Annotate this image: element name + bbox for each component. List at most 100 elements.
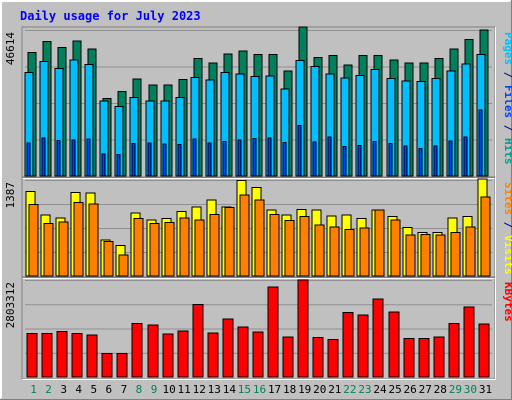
bar-pages-day-16 xyxy=(252,138,257,177)
x-tick-label: 24 xyxy=(373,383,387,396)
bar-sites-day-23 xyxy=(359,227,370,277)
bar-pages-day-11 xyxy=(177,144,182,177)
bar-kbytes-day-26 xyxy=(403,338,415,378)
bar-sites-day-20 xyxy=(314,224,325,277)
bar-sites-day-31 xyxy=(480,196,491,277)
bar-sites-day-12 xyxy=(194,219,205,277)
bar-pages-day-13 xyxy=(207,142,212,177)
bar-sites-day-6 xyxy=(103,240,114,277)
bar-sites-day-2 xyxy=(43,222,54,277)
bar-kbytes-day-10 xyxy=(162,333,174,378)
bar-pages-day-17 xyxy=(267,137,272,177)
x-tick-label: 25 xyxy=(388,383,401,396)
bar-pages-day-3 xyxy=(56,140,61,177)
legend-entry: / xyxy=(502,65,512,85)
bar-sites-day-26 xyxy=(405,234,416,277)
bar-sites-day-9 xyxy=(149,222,160,277)
bar-sites-day-8 xyxy=(133,218,144,277)
x-tick-label: 17 xyxy=(268,383,281,396)
legend-mid: Sites / Visits xyxy=(502,182,512,275)
bar-sites-day-25 xyxy=(390,219,401,277)
bar-kbytes-day-5 xyxy=(86,334,98,378)
bar-sites-day-7 xyxy=(118,254,129,277)
bar-pages-day-20 xyxy=(312,141,317,177)
x-tick-label: 8 xyxy=(136,383,143,396)
bar-sites-day-30 xyxy=(465,226,476,277)
bar-sites-day-22 xyxy=(344,229,355,277)
x-tick-label: 27 xyxy=(419,383,432,396)
x-tick-label: 2 xyxy=(45,383,52,396)
bar-kbytes-day-1 xyxy=(26,333,38,378)
bar-kbytes-day-31 xyxy=(478,323,490,378)
bar-pages-day-31 xyxy=(478,109,483,177)
x-tick-label: 18 xyxy=(283,383,296,396)
bar-pages-day-22 xyxy=(342,146,347,177)
bar-kbytes-day-29 xyxy=(448,323,460,378)
bar-pages-day-23 xyxy=(357,145,362,177)
bar-pages-day-12 xyxy=(192,138,197,177)
x-tick-label: 5 xyxy=(90,383,97,396)
bar-kbytes-day-17 xyxy=(267,286,279,378)
bar-pages-day-19 xyxy=(297,125,302,177)
bar-pages-day-18 xyxy=(282,141,287,177)
bar-sites-day-18 xyxy=(284,220,295,277)
bar-kbytes-day-6 xyxy=(101,352,113,378)
scale-label: 2803312 xyxy=(4,282,17,328)
x-tick-label: 3 xyxy=(60,383,67,396)
bar-kbytes-day-22 xyxy=(342,312,354,378)
bar-kbytes-day-7 xyxy=(116,352,128,378)
bar-kbytes-day-4 xyxy=(71,333,83,378)
legend-entry: Hits xyxy=(502,138,512,165)
x-tick-label: 19 xyxy=(298,383,311,396)
bar-pages-day-24 xyxy=(372,141,377,177)
bar-pages-day-26 xyxy=(403,145,408,177)
legend-entry: Pages xyxy=(502,32,512,65)
legend-entry: / xyxy=(502,215,512,235)
x-tick-label: 28 xyxy=(434,383,447,396)
bar-pages-day-21 xyxy=(327,136,332,177)
legend-entry: / xyxy=(502,118,512,138)
panel-mid: 1387 Sites / Visits xyxy=(4,176,512,279)
bar-pages-day-7 xyxy=(116,154,121,177)
x-tick-label: 31 xyxy=(479,383,492,396)
bar-sites-day-4 xyxy=(73,202,84,277)
bar-pages-day-27 xyxy=(418,147,423,177)
bar-kbytes-day-25 xyxy=(388,311,400,378)
bar-pages-day-30 xyxy=(463,136,468,177)
bar-kbytes-day-13 xyxy=(207,332,219,378)
legend-entry: KBytes xyxy=(502,282,512,322)
bar-sites-day-21 xyxy=(329,226,340,277)
bar-sites-day-5 xyxy=(88,203,99,277)
bar-kbytes-day-12 xyxy=(192,304,204,378)
bar-kbytes-day-11 xyxy=(177,330,189,378)
bar-kbytes-day-3 xyxy=(56,331,68,378)
x-tick-label: 9 xyxy=(151,383,158,396)
bar-pages-day-1 xyxy=(26,142,31,177)
bar-kbytes-day-8 xyxy=(131,322,143,378)
x-tick-label: 12 xyxy=(193,383,206,396)
bar-pages-day-15 xyxy=(237,139,242,177)
x-tick-label: 21 xyxy=(328,383,341,396)
legend-top: Pages / Files / Hits xyxy=(502,32,512,165)
bar-pages-day-5 xyxy=(86,138,91,177)
bar-kbytes-day-9 xyxy=(147,324,159,378)
bar-sites-day-11 xyxy=(179,217,190,277)
x-tick-label: 6 xyxy=(106,383,113,396)
bar-pages-day-9 xyxy=(147,142,152,177)
x-tick-label: 30 xyxy=(464,383,477,396)
bar-kbytes-day-2 xyxy=(41,332,53,378)
bar-kbytes-day-27 xyxy=(418,338,430,378)
bar-pages-day-10 xyxy=(162,143,167,177)
x-tick-label: 15 xyxy=(238,383,251,396)
bar-sites-day-13 xyxy=(209,213,220,277)
chart-title: Daily usage for July 2023 xyxy=(20,9,201,23)
bar-sites-day-28 xyxy=(435,234,446,277)
bar-kbytes-day-23 xyxy=(357,314,369,378)
bar-pages-day-25 xyxy=(388,142,393,177)
x-tick-label: 4 xyxy=(75,383,82,396)
bar-kbytes-day-24 xyxy=(372,298,384,378)
bar-sites-day-17 xyxy=(269,213,280,277)
bar-kbytes-day-15 xyxy=(237,326,249,378)
bar-pages-day-2 xyxy=(41,137,46,177)
bar-sites-day-29 xyxy=(450,231,461,277)
